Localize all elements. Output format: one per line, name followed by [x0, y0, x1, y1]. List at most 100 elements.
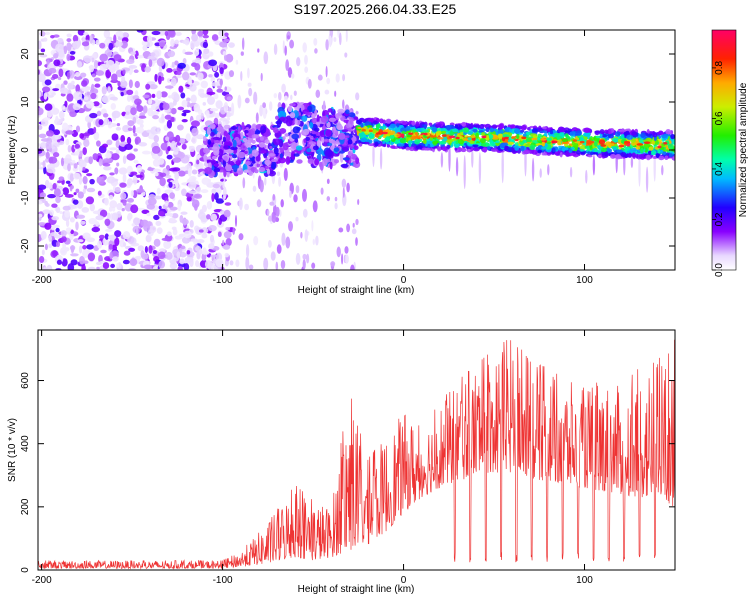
spectrogram-cell [232, 227, 235, 235]
spectrogram-cell [40, 230, 47, 240]
spectrogram-cell [357, 198, 360, 206]
spectrogram-cell [605, 141, 612, 147]
spectrogram-cell [247, 67, 250, 79]
spectrogram-cell [644, 147, 648, 153]
spectrogram-cell [618, 144, 625, 148]
spectrogram-cell [231, 102, 235, 116]
spectrogram-cell [268, 153, 276, 157]
spectrogram-cell [191, 120, 200, 127]
spectrogram-cell [144, 246, 148, 253]
spectrogram-cell [205, 133, 209, 137]
spectrogram-cell [561, 146, 566, 152]
spectrogram-cell [130, 51, 137, 56]
spectrogram-cell [631, 131, 637, 136]
spectrogram-cell [338, 227, 344, 233]
spectrogram-cell [202, 102, 207, 106]
spectrogram-cell [575, 130, 583, 136]
spectrogram-cell [503, 136, 509, 140]
spectrogram-cell [74, 143, 81, 149]
spectrogram-cell [116, 262, 120, 268]
spectrogram-cell [415, 128, 423, 132]
spectrogram-cell [602, 134, 608, 138]
spectrogram-cell [182, 109, 191, 114]
spectrogram-cell [466, 123, 474, 130]
spectrogram-x-tick-label: 100 [576, 275, 593, 286]
spectrogram-cell [379, 147, 383, 170]
spectrogram-cell [126, 198, 135, 203]
spectrogram-cell [620, 134, 625, 138]
spectrogram-cell [225, 53, 234, 63]
spectrogram-cell [122, 69, 126, 75]
spectrogram-cell [99, 53, 108, 62]
spectrogram-cell [263, 257, 269, 270]
spectrogram-cell [223, 130, 228, 137]
spectrogram-cell [291, 133, 300, 140]
spectrogram-cell [114, 186, 121, 193]
spectrogram-cell [151, 93, 156, 99]
spectrogram-cell [62, 205, 71, 211]
spectrogram-cell [280, 199, 284, 208]
spectrogram-cell [389, 134, 395, 139]
spectrogram-cell [283, 95, 288, 101]
spectrogram-cell [635, 145, 641, 150]
spectrogram-cell [40, 48, 46, 53]
spectrogram-cell [45, 140, 52, 150]
spectrogram-cell [51, 74, 59, 79]
spectrogram-cell [304, 66, 309, 73]
spectrogram-cell [264, 139, 270, 145]
spectrogram-cell [401, 130, 406, 135]
spectrogram-cell [330, 261, 336, 267]
spectrogram-cell [557, 140, 562, 146]
spectrogram-cell [457, 138, 465, 145]
spectrogram-cell [132, 125, 136, 134]
spectrogram-cell [224, 32, 229, 37]
spectrogram-cell [537, 149, 543, 154]
spectrogram-cell [191, 33, 199, 42]
spectrogram-cell [351, 228, 357, 235]
spectrogram-cell [455, 136, 460, 140]
spectrogram-cell [302, 253, 307, 260]
spectrogram-cell [77, 99, 82, 105]
spectrogram-cell [209, 123, 216, 129]
spectrogram-cell [189, 220, 194, 228]
spectrogram-cell [586, 139, 592, 145]
spectrogram-cell [166, 68, 173, 73]
spectrogram-cell [474, 124, 481, 128]
spectrogram-cell [58, 118, 63, 124]
spectrogram-cell [80, 220, 86, 225]
spectrogram-cell [489, 127, 495, 133]
spectrogram-cell [213, 167, 221, 173]
spectrogram-cell [152, 250, 157, 254]
spectrogram-cell [583, 131, 591, 137]
snr-y-ticks: 0 200 400 600 [20, 372, 675, 573]
spectrogram-cell [290, 151, 296, 160]
spectrogram-cell [188, 78, 193, 86]
spectrogram-cell [143, 223, 151, 232]
spectrogram-cell [142, 94, 150, 99]
spectrogram-cell [279, 116, 286, 121]
spectrogram-cell [45, 203, 50, 207]
spectrogram-cell [388, 132, 394, 136]
spectrogram-cell [360, 137, 367, 143]
spectrogram-cell [242, 177, 246, 189]
spectrogram-cell [115, 140, 120, 149]
spectrogram-cell [203, 48, 210, 55]
spectrogram-cell [326, 142, 333, 147]
spectrogram-cell [586, 146, 591, 151]
spectrogram-cell [169, 167, 178, 172]
spectrogram-cell [81, 80, 88, 87]
spectrogram-cell [55, 227, 60, 233]
spectrogram-cell [142, 45, 148, 51]
spectrogram-cell [78, 158, 84, 167]
spectrogram-cell [183, 230, 192, 239]
spectrogram-cell [309, 122, 314, 129]
spectrogram-cell [124, 143, 133, 151]
spectrogram-cell [95, 39, 100, 46]
spectrogram-cell [414, 135, 421, 139]
spectrogram-cell [661, 135, 668, 139]
spectrogram-cell [664, 155, 669, 161]
spectrogram-cell [440, 140, 447, 145]
spectrogram-cell [43, 166, 47, 175]
spectrogram-cell [207, 139, 212, 145]
spectrogram-cell [353, 116, 358, 120]
